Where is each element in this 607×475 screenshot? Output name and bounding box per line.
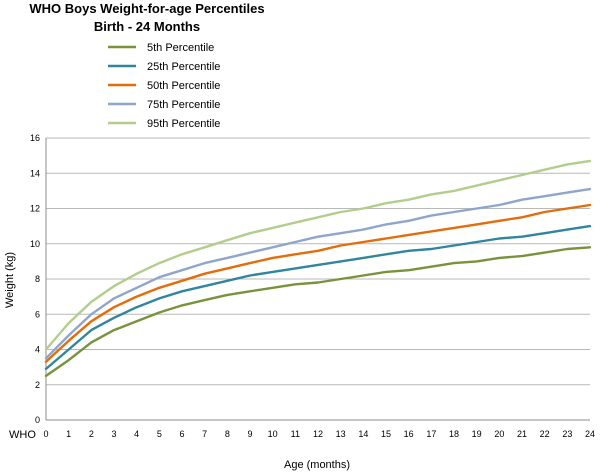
x-tick-label: 2 bbox=[89, 429, 94, 439]
x-tick-label: 14 bbox=[358, 429, 368, 439]
series-line-2 bbox=[44, 203, 592, 363]
x-tick-label: 3 bbox=[111, 429, 116, 439]
x-tick-label: 19 bbox=[472, 429, 482, 439]
x-tick-label: 13 bbox=[336, 429, 346, 439]
x-tick-label: 15 bbox=[381, 429, 391, 439]
x-tick-label: 18 bbox=[449, 429, 459, 439]
y-tick-label: 12 bbox=[30, 204, 40, 214]
series-line-1 bbox=[44, 224, 592, 371]
legend-label: 75th Percentile bbox=[147, 99, 220, 111]
y-tick-label: 6 bbox=[35, 309, 40, 319]
y-tick-label: 4 bbox=[35, 345, 40, 355]
y-tick-label: 10 bbox=[30, 239, 40, 249]
x-tick-label: 11 bbox=[291, 429, 300, 439]
legend-label: 95th Percentile bbox=[147, 118, 220, 130]
x-tick-label: 17 bbox=[426, 429, 436, 439]
x-tick-label: 23 bbox=[562, 429, 572, 439]
who-corner-label: WHO bbox=[9, 429, 36, 441]
x-tick-label: 10 bbox=[268, 429, 278, 439]
x-tick-label: 16 bbox=[404, 429, 414, 439]
x-axis-label: Age (months) bbox=[284, 459, 350, 471]
series-line-3 bbox=[44, 187, 592, 360]
x-tick-label: 21 bbox=[517, 429, 527, 439]
x-tick-label: 0 bbox=[43, 429, 48, 439]
y-tick-label: 8 bbox=[35, 274, 40, 284]
y-axis-label: Weight (kg) bbox=[4, 252, 16, 308]
y-tick-label: 2 bbox=[35, 380, 40, 390]
x-tick-label: 7 bbox=[202, 429, 207, 439]
x-tick-label: 6 bbox=[179, 429, 184, 439]
x-tick-label: 4 bbox=[134, 429, 139, 439]
x-tick-label: 8 bbox=[225, 429, 230, 439]
series-line-0 bbox=[44, 246, 592, 378]
y-tick-label: 14 bbox=[30, 168, 40, 178]
series-line-4 bbox=[44, 159, 592, 351]
chart-legend: 5th Percentile 25th Percentile 50th Percen… bbox=[108, 42, 220, 130]
y-tick-label: 0 bbox=[35, 415, 40, 425]
chart-gridlines bbox=[45, 137, 590, 421]
y-tick-label: 16 bbox=[30, 133, 40, 143]
x-tick-label: 12 bbox=[313, 429, 323, 439]
x-tick-label: 1 bbox=[66, 429, 71, 439]
x-tick-label: 9 bbox=[247, 429, 252, 439]
legend-label: 50th Percentile bbox=[147, 80, 220, 92]
legend-label: 5th Percentile bbox=[147, 42, 214, 54]
x-tick-label: 22 bbox=[540, 429, 550, 439]
x-axis-ticks: 0 1 2 3 4 5 6 7 8 9 10 11 12 13 14 15 16 17 18 19 20 21 22 23 24 bbox=[43, 429, 595, 439]
legend-label: 25th Percentile bbox=[147, 61, 220, 73]
chart-title: WHO Boys Weight-for-age Percentiles bbox=[29, 1, 264, 16]
x-tick-label: 20 bbox=[494, 429, 504, 439]
x-tick-label: 24 bbox=[585, 429, 595, 439]
chart-subtitle: Birth - 24 Months bbox=[94, 19, 200, 34]
chart-series bbox=[44, 159, 592, 378]
y-axis-ticks: 0 2 4 6 8 10 12 14 16 bbox=[30, 133, 40, 425]
x-tick-label: 5 bbox=[157, 429, 162, 439]
